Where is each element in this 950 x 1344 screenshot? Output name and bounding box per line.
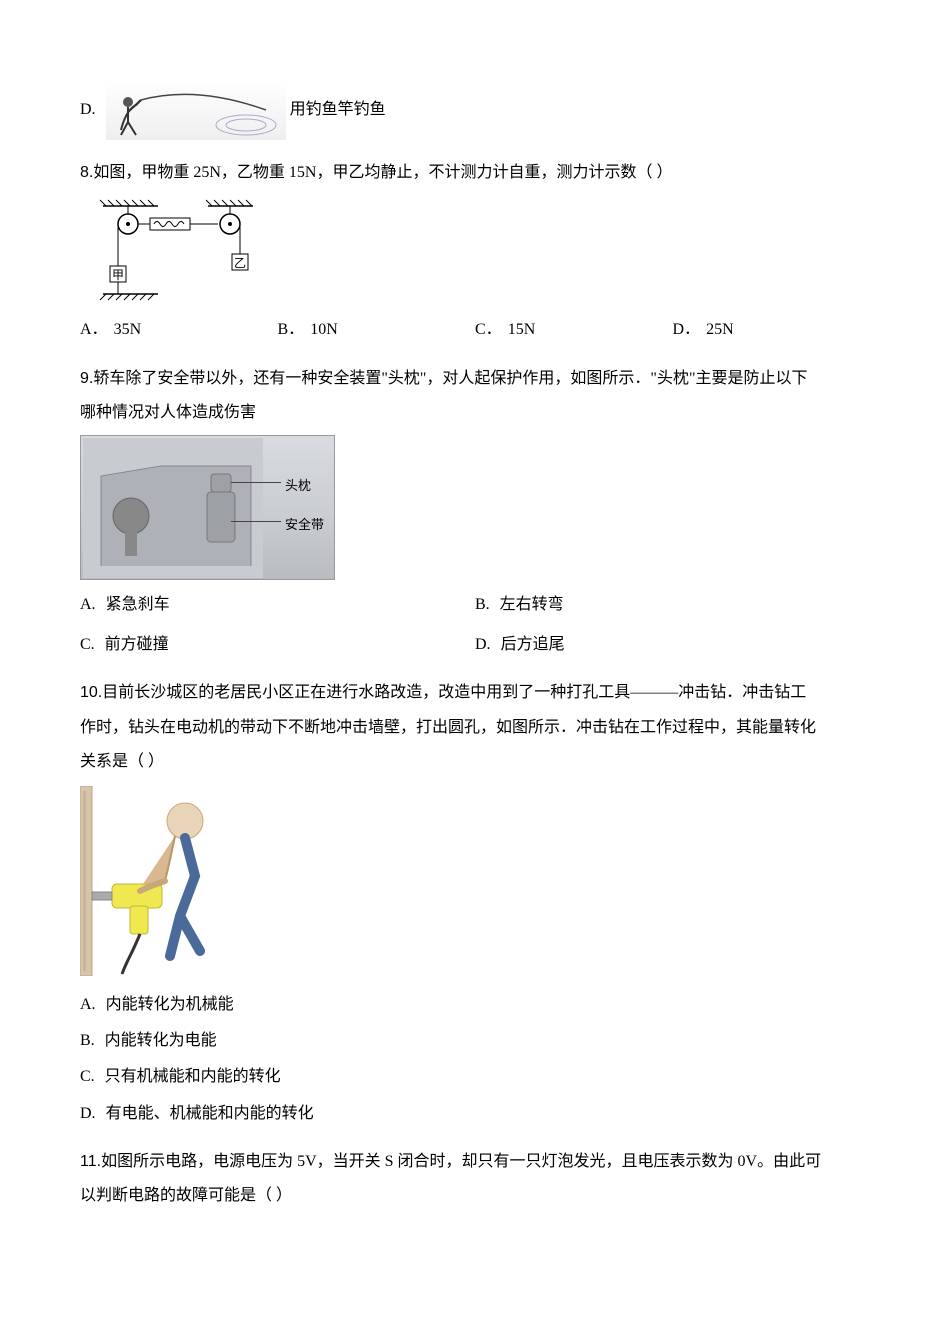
q10-b-text: 内能转化为电能 <box>105 1032 217 1049</box>
q10-option-b: B. 内能转化为电能 <box>80 1026 870 1056</box>
q8-c-label: C． <box>475 321 502 338</box>
q8-b-text: 10N <box>310 321 338 338</box>
q9-d-label: D. <box>475 636 491 653</box>
option-letter-d: D. <box>80 95 96 125</box>
q10-d-label: D. <box>80 1105 96 1122</box>
q8-stem: 8.如图，甲物重 25N，乙物重 15N，甲乙均静止，不计测力计自重，测力计示数… <box>80 158 870 188</box>
q10-c-label: C. <box>80 1068 95 1085</box>
q8-d-label: D． <box>673 321 701 338</box>
q9-options-row2: C. 前方碰撞 D. 后方追尾 <box>80 630 870 660</box>
q9-option-d: D. 后方追尾 <box>475 630 870 660</box>
q10-d-text: 有电能、机械能和内能的转化 <box>106 1105 314 1122</box>
q9-option-a: A. 紧急刹车 <box>80 590 475 620</box>
q11-number: 11. <box>80 1153 101 1170</box>
question-11: 11.如图所示电路，电源电压为 5V，当开关 S 闭合时，却只有一只灯泡发光，且… <box>80 1147 870 1212</box>
q8-option-c: C． 15N <box>475 315 673 345</box>
q10-stem-line2: 作时，钻头在电动机的带动下不断地冲击墙壁，打出圆孔，如图所示．冲击钻在工作过程中… <box>80 713 870 743</box>
q8-d-text: 25N <box>706 321 734 338</box>
q9-a-label: A. <box>80 596 96 613</box>
q11-stem-line1: 11.如图所示电路，电源电压为 5V，当开关 S 闭合时，却只有一只灯泡发光，且… <box>80 1147 870 1177</box>
q9-number: 9. <box>80 370 93 387</box>
q9-stem-text1: 轿车除了安全带以外，还有一种安全装置"头枕"，对人起保护作用，如图所示．"头枕"… <box>93 370 807 387</box>
q9-b-label: B. <box>475 596 490 613</box>
question-9: 9.轿车除了安全带以外，还有一种安全装置"头枕"，对人起保护作用，如图所示．"头… <box>80 364 870 661</box>
q9-c-label: C. <box>80 636 95 653</box>
q10-b-label: B. <box>80 1032 95 1049</box>
q8-pulley-image: 甲 乙 <box>98 196 258 301</box>
pulley-svg: 甲 乙 <box>98 196 258 301</box>
q7-option-d-row: D. 用钓鱼竿钓鱼 <box>80 80 870 140</box>
q9-d-text: 后方追尾 <box>501 636 565 653</box>
q11-stem-text1: 如图所示电路，电源电压为 5V，当开关 S 闭合时，却只有一只灯泡发光，且电压表… <box>101 1153 821 1170</box>
fishing-rod-image <box>106 80 286 140</box>
q11-stem-line2: 以判断电路的故障可能是（ ） <box>80 1181 870 1211</box>
q10-stem-line3: 关系是（ ） <box>80 747 870 777</box>
seatbelt-label: 安全带 <box>285 513 324 538</box>
q9-option-b: B. 左右转弯 <box>475 590 870 620</box>
q9-options-row1: A. 紧急刹车 B. 左右转弯 <box>80 590 870 620</box>
question-10: 10.目前长沙城区的老居民小区正在进行水路改造，改造中用到了一种打孔工具———冲… <box>80 678 870 1129</box>
svg-text:乙: 乙 <box>234 256 246 270</box>
headrest-line <box>231 482 281 483</box>
q10-option-c: C. 只有机械能和内能的转化 <box>80 1062 870 1092</box>
q8-c-text: 15N <box>508 321 536 338</box>
q8-option-a: A． 35N <box>80 315 278 345</box>
q10-c-text: 只有机械能和内能的转化 <box>105 1068 281 1085</box>
q9-b-text: 左右转弯 <box>500 596 564 613</box>
q10-option-a: A. 内能转化为机械能 <box>80 990 870 1020</box>
q10-stem-line1: 10.目前长沙城区的老居民小区正在进行水路改造，改造中用到了一种打孔工具———冲… <box>80 678 870 708</box>
q8-option-b: B． 10N <box>278 315 476 345</box>
seatbelt-line <box>231 521 281 522</box>
svg-text:甲: 甲 <box>112 268 124 282</box>
car-svg <box>81 436 336 581</box>
q9-car-image: 头枕 安全带 <box>80 435 335 580</box>
q10-a-text: 内能转化为机械能 <box>106 996 234 1013</box>
drill-svg <box>80 786 250 976</box>
q8-a-text: 35N <box>114 321 142 338</box>
question-8: 8.如图，甲物重 25N，乙物重 15N，甲乙均静止，不计测力计自重，测力计示数… <box>80 158 870 346</box>
q9-stem-line2: 哪种情况对人体造成伤害 <box>80 398 870 428</box>
q9-stem-line1: 9.轿车除了安全带以外，还有一种安全装置"头枕"，对人起保护作用，如图所示．"头… <box>80 364 870 394</box>
q9-a-text: 紧急刹车 <box>106 596 170 613</box>
option-d-container: D. 用钓鱼竿钓鱼 <box>80 80 870 140</box>
q10-number: 10. <box>80 684 102 701</box>
q8-b-label: B． <box>278 321 305 338</box>
q9-c-text: 前方碰撞 <box>105 636 169 653</box>
q8-stem-text: 如图，甲物重 25N，乙物重 15N，甲乙均静止，不计测力计自重，测力计示数（ … <box>93 164 672 181</box>
q10-option-d: D. 有电能、机械能和内能的转化 <box>80 1099 870 1129</box>
q8-options: A． 35N B． 10N C． 15N D． 25N <box>80 315 870 345</box>
q10-stem-text1: 目前长沙城区的老居民小区正在进行水路改造，改造中用到了一种打孔工具———冲击钻．… <box>102 684 806 701</box>
fishing-illustration <box>106 80 286 140</box>
headrest-label: 头枕 <box>285 474 311 499</box>
q8-number: 8. <box>80 164 93 181</box>
q9-option-c: C. 前方碰撞 <box>80 630 475 660</box>
q8-a-label: A． <box>80 321 108 338</box>
q10-drill-image <box>80 786 250 976</box>
q10-a-label: A. <box>80 996 96 1013</box>
q8-option-d: D． 25N <box>673 315 871 345</box>
option-d-caption: 用钓鱼竿钓鱼 <box>290 95 386 125</box>
